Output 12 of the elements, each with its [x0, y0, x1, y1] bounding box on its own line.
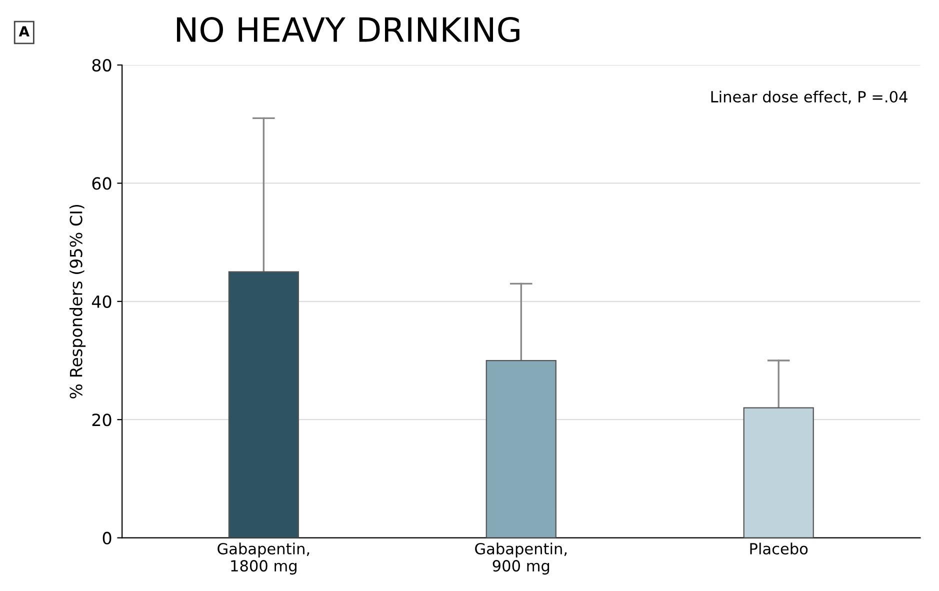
- text: A: [18, 26, 30, 36]
- y-tick-label: 0: [102, 532, 112, 544]
- y-tick-label: 20: [92, 414, 112, 426]
- annotation: Linear dose effect, P =.04: [711, 90, 908, 104]
- y-tick-label: 80: [92, 58, 112, 72]
- x-tick-label: Placebo: [750, 542, 808, 554]
- y-tick-label: 60: [92, 177, 112, 190]
- chart-title: NO HEAVY DRINKING: [176, 16, 520, 42]
- x-tick-label: Gabapentin, 1800 mg: [218, 542, 310, 575]
- y-axis-title: % Responders (95% CI): [69, 204, 86, 398]
- x-tick-label: Gabapentin, 900 mg: [475, 542, 567, 575]
- y-tick-label: 40: [92, 295, 112, 308]
